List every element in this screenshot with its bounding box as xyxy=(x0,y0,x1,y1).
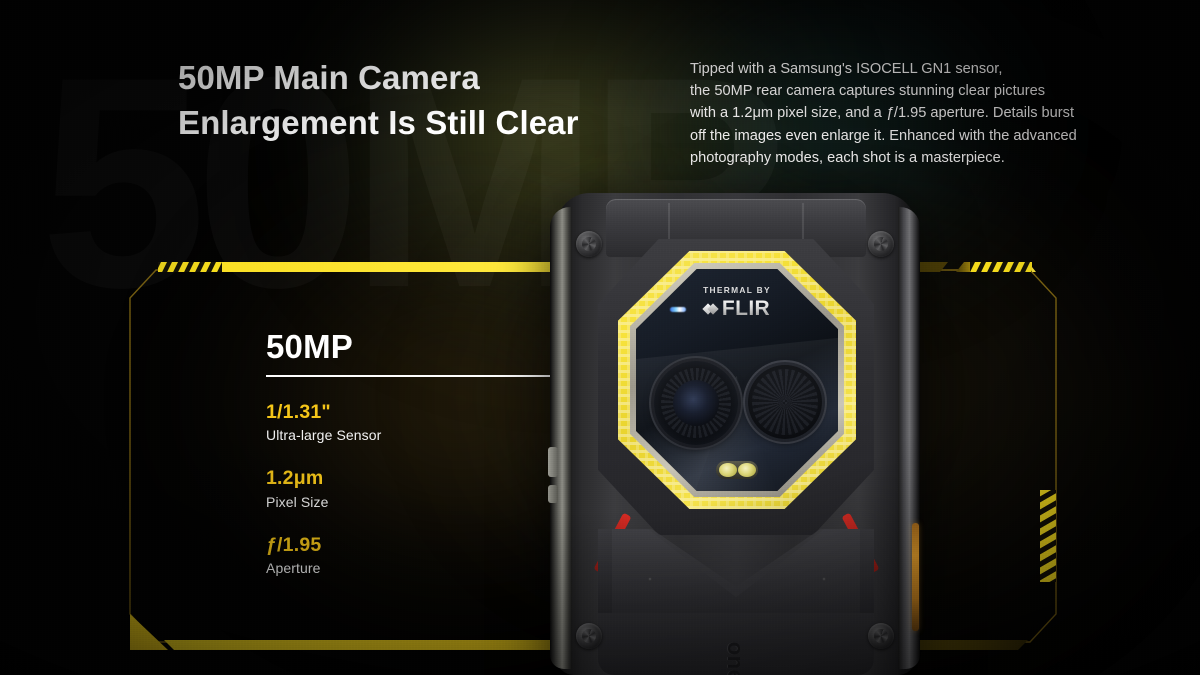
spec-label-sensor: Ultra-large Sensor xyxy=(266,427,382,444)
headline-line-1: 50MP Main Camera xyxy=(178,59,480,96)
page-title: 50MP Main Camera Enlargement Is Still Cl… xyxy=(178,56,698,145)
spec-label-aperture: Aperture xyxy=(266,560,321,577)
intro-line-3a: with a 1.2μm pixel size, and a xyxy=(690,105,886,122)
main-camera-lens xyxy=(654,361,738,445)
phone-side-rail-left xyxy=(550,207,572,669)
spec-item-sensor: 1/1.31" Ultra-large Sensor xyxy=(266,401,496,443)
spec-panel: 50MP 1/1.31" Ultra-large Sensor 1.2μm Pi… xyxy=(266,330,496,576)
hud-wedge-bottom-left xyxy=(130,614,168,650)
spec-item-pixel-size: 1.2μm Pixel Size xyxy=(266,467,496,509)
phone-screw-mid-left xyxy=(576,623,602,649)
dual-led-flash xyxy=(716,461,758,479)
led-flash-left xyxy=(718,463,737,477)
intro-line-4: off the images even enlarge it. Enhanced… xyxy=(690,127,1077,144)
phone-mic-dot-right xyxy=(822,577,826,581)
headline-line-2: Enlargement Is Still Clear xyxy=(178,103,579,141)
led-flash-right xyxy=(737,463,756,477)
spec-label-pixel-size: Pixel Size xyxy=(266,493,329,510)
lens-flare-highlight xyxy=(670,307,686,312)
phone-brand-text: one xyxy=(723,641,748,675)
hud-hazard-top-right xyxy=(970,262,1032,272)
spec-item-aperture: ƒ/1.95 Aperture xyxy=(266,534,496,576)
thermal-camera-lens xyxy=(748,365,822,439)
flir-wordmark: FLIR xyxy=(721,297,771,320)
phone-screw-top-right xyxy=(868,231,894,257)
intro-paragraph: Tipped with a Samsung's ISOCELL GN1 sens… xyxy=(690,58,1110,169)
phone-volume-button xyxy=(548,447,558,477)
camera-glass-panel: THERMAL BY FLIR xyxy=(636,269,838,491)
aperture-symbol-icon: ƒ xyxy=(885,105,894,122)
flir-diamond-icon xyxy=(702,301,719,316)
spec-value-aperture: ƒ/1.95 xyxy=(266,533,322,556)
phone-power-button xyxy=(548,485,558,503)
phone-screw-top-left xyxy=(576,231,602,257)
hud-hazard-right xyxy=(1040,490,1056,582)
hud-bar-top-right xyxy=(956,262,1036,272)
spec-value-sensor: 1/1.31" xyxy=(266,401,331,423)
spec-panel-title: 50MP xyxy=(266,328,354,365)
spec-value-pixel-size: 1.2μm xyxy=(266,467,324,490)
flir-logo-row: FLIR xyxy=(636,298,838,319)
phone-product-image: THERMAL BY FLIR one xyxy=(520,193,950,675)
phone-mic-dot-left xyxy=(648,577,652,581)
phone-orange-accent-button xyxy=(912,523,919,631)
intro-line-2: the 50MP rear camera captures stunning c… xyxy=(690,83,1046,100)
intro-line-3b: /1.95 aperture. Details burst xyxy=(893,105,1075,122)
hud-hazard-top-left xyxy=(158,262,222,272)
intro-line-1: Tipped with a Samsung's ISOCELL GN1 sens… xyxy=(690,61,1003,77)
phone-screw-mid-right xyxy=(868,623,894,649)
intro-line-5: photography modes, each shot is a master… xyxy=(690,149,1005,166)
